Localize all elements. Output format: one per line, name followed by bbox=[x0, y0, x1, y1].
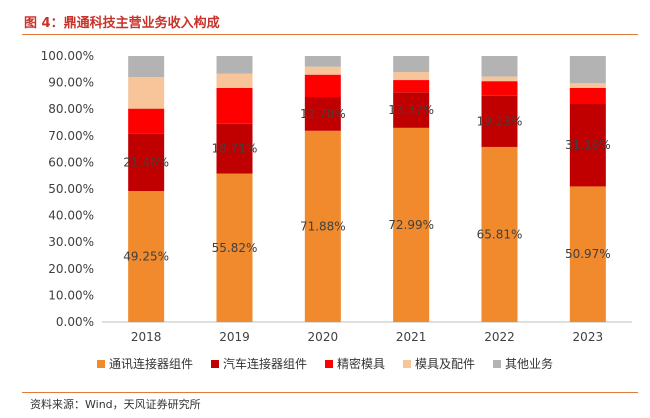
x-tick-label: 2020 bbox=[308, 330, 339, 344]
bar-segment-4-2023 bbox=[569, 83, 606, 88]
bar-segment-5-2020 bbox=[304, 56, 341, 67]
y-tick-label: 80.00% bbox=[48, 102, 94, 116]
bar-segment-4-2020 bbox=[304, 66, 341, 75]
y-tick-label: 60.00% bbox=[48, 155, 94, 169]
x-tick-label: 2023 bbox=[573, 330, 604, 344]
bar-segment-1-2019 bbox=[216, 173, 253, 322]
bar-segment-4-2022 bbox=[481, 76, 518, 82]
data-label: 12.70% bbox=[300, 107, 346, 121]
y-tick-label: 70.00% bbox=[48, 129, 94, 143]
bar-segment-4-2021 bbox=[393, 72, 430, 81]
source-note: 资料来源：Wind，天风证券研究所 bbox=[30, 398, 201, 411]
x-tick-label: 2018 bbox=[131, 330, 162, 344]
data-label: 31.16% bbox=[565, 138, 611, 152]
legend-label: 模具及配件 bbox=[415, 357, 476, 371]
bar-segment-1-2020 bbox=[304, 130, 341, 322]
bar-segment-1-2021 bbox=[393, 127, 430, 322]
legend-swatch bbox=[403, 359, 411, 368]
y-tick-label: 0.00% bbox=[56, 315, 94, 329]
bar-segment-2-2018 bbox=[128, 133, 165, 191]
legend-item: 其他业务 bbox=[493, 355, 553, 372]
legend-label: 通讯连接器组件 bbox=[108, 357, 193, 371]
legend-swatch bbox=[96, 359, 105, 368]
bar-segment-4-2019 bbox=[216, 73, 253, 88]
y-tick-label: 50.00% bbox=[48, 182, 94, 196]
x-tick-label: 2021 bbox=[396, 330, 427, 344]
bar-segment-2-2021 bbox=[393, 92, 430, 128]
legend-swatch bbox=[210, 359, 219, 368]
data-label: 18.71% bbox=[212, 142, 258, 156]
chart-title: 图 4：鼎通科技主营业务收入构成 bbox=[24, 16, 220, 31]
bar-segment-5-2023 bbox=[569, 56, 606, 84]
y-tick-label: 100.00% bbox=[41, 49, 94, 63]
bar-segment-3-2018 bbox=[128, 108, 165, 134]
y-tick-label: 20.00% bbox=[48, 262, 94, 276]
source-divider bbox=[22, 392, 638, 393]
bar-segment-2-2020 bbox=[304, 97, 341, 131]
bar-segment-1-2023 bbox=[569, 186, 606, 322]
bar-segment-5-2018 bbox=[128, 56, 165, 78]
data-label: 49.25% bbox=[123, 249, 169, 263]
bar-segment-5-2022 bbox=[481, 56, 518, 77]
bar-segment-5-2019 bbox=[216, 56, 253, 74]
bar-segment-1-2018 bbox=[128, 190, 165, 322]
x-tick-label: 2019 bbox=[219, 330, 250, 344]
bar-segment-1-2022 bbox=[481, 146, 518, 322]
data-label: 50.97% bbox=[565, 247, 611, 261]
data-label: 65.81% bbox=[477, 227, 523, 241]
data-label: 71.88% bbox=[300, 219, 346, 233]
data-label: 72.99% bbox=[388, 218, 434, 232]
bar-segment-4-2018 bbox=[128, 77, 165, 109]
data-label: 21.46% bbox=[123, 155, 169, 169]
legend-item: 汽车连接器组件 bbox=[210, 355, 307, 372]
chart-legend: 通讯连接器组件 汽车连接器组件 精密模具 模具及配件 其他业务 bbox=[0, 355, 650, 372]
bar-segment-5-2021 bbox=[393, 56, 430, 73]
bar-segment-2-2022 bbox=[481, 95, 518, 147]
legend-item: 精密模具 bbox=[324, 355, 385, 372]
data-label: 55.82% bbox=[212, 241, 258, 255]
data-label: 13.37% bbox=[388, 103, 434, 117]
legend-swatch bbox=[493, 359, 502, 368]
bar-segment-3-2019 bbox=[216, 87, 253, 124]
legend-label: 精密模具 bbox=[336, 357, 385, 371]
legend-label: 汽车连接器组件 bbox=[222, 357, 307, 371]
y-tick-label: 90.00% bbox=[48, 76, 94, 90]
y-tick-label: 10.00% bbox=[48, 288, 94, 302]
stacked-bar-chart: 0.00% 10.00% 20.00% 30.00% 40.00% 50.00% 60.00… bbox=[41, 49, 632, 344]
data-label: 19.23% bbox=[477, 114, 523, 128]
bar-segment-2-2019 bbox=[216, 123, 253, 174]
legend-label: 其他业务 bbox=[505, 357, 554, 371]
title-divider bbox=[22, 34, 638, 35]
bar-segment-2-2023 bbox=[569, 103, 606, 187]
bar-segment-3-2022 bbox=[481, 81, 518, 96]
legend-swatch bbox=[324, 359, 333, 368]
x-tick-label: 2022 bbox=[484, 330, 515, 344]
y-tick-label: 40.00% bbox=[48, 209, 94, 223]
y-tick-label: 30.00% bbox=[48, 235, 94, 249]
bar-segment-3-2020 bbox=[304, 74, 341, 98]
legend-item: 模具及配件 bbox=[403, 355, 475, 372]
bar-segment-3-2021 bbox=[393, 80, 430, 93]
legend-item: 通讯连接器组件 bbox=[96, 355, 193, 372]
bar-segment-3-2023 bbox=[569, 87, 606, 104]
